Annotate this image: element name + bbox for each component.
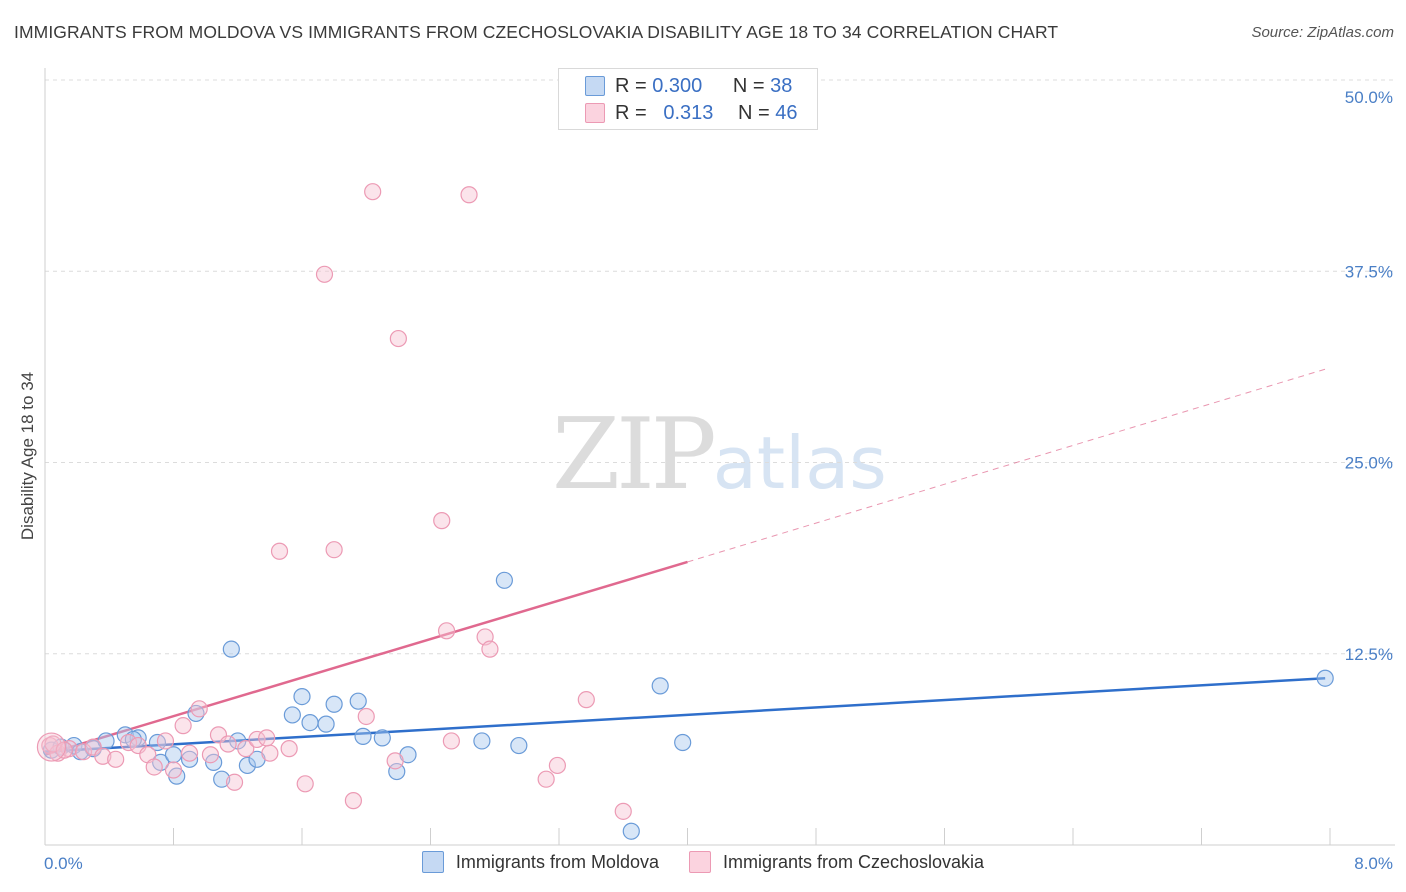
point-moldova bbox=[213, 770, 231, 788]
point-czechoslovakia bbox=[548, 756, 566, 775]
point-czechoslovakia bbox=[537, 770, 555, 788]
legend-swatch-moldova bbox=[585, 76, 605, 96]
chart-source: Source: ZipAtlas.com bbox=[1251, 24, 1394, 41]
trend-line-czechoslovakia bbox=[44, 560, 688, 756]
legend-r-label: R = bbox=[615, 74, 647, 97]
point-moldova bbox=[238, 756, 256, 775]
point-moldova bbox=[495, 571, 513, 589]
series-label-moldova: Immigrants from Moldova bbox=[455, 851, 659, 872]
point-czechoslovakia bbox=[280, 740, 298, 758]
point-moldova bbox=[317, 715, 335, 733]
point-czechoslovakia bbox=[481, 640, 499, 658]
series-legend-czechoslovakia[interactable]: Immigrants from Czechoslovakia bbox=[688, 851, 985, 873]
point-moldova bbox=[388, 762, 406, 781]
trend-lines bbox=[44, 368, 1326, 756]
point-czechoslovakia bbox=[74, 743, 93, 761]
y-tick-label: 25.0% bbox=[1345, 454, 1393, 473]
x-tick-label-max: 8.0% bbox=[1354, 854, 1393, 873]
tick-labels: 12.5% 25.0% 37.5% 50.0% 0.0% 8.0% bbox=[44, 88, 1393, 873]
point-moldova bbox=[301, 713, 319, 732]
point-czechoslovakia bbox=[119, 733, 138, 752]
watermark: ZIPatlas bbox=[552, 398, 887, 512]
legend-n-label: N = bbox=[732, 74, 765, 97]
x-tick-label-min: 0.0% bbox=[44, 854, 83, 873]
point-czechoslovakia bbox=[225, 773, 244, 791]
point-czechoslovakia bbox=[315, 265, 334, 283]
point-czechoslovakia bbox=[261, 744, 279, 762]
point-czechoslovakia bbox=[344, 792, 362, 810]
point-czechoslovakia bbox=[94, 747, 112, 765]
point-moldova bbox=[651, 677, 669, 695]
point-moldova bbox=[187, 704, 205, 723]
series-legend: Immigrants from Moldova Immigrants from … bbox=[0, 851, 1406, 873]
point-czechoslovakia bbox=[258, 729, 276, 747]
point-czechoslovakia bbox=[107, 750, 125, 768]
point-czechoslovakia bbox=[577, 691, 595, 709]
point-czechoslovakia bbox=[164, 761, 183, 779]
point-czechoslovakia bbox=[190, 700, 208, 718]
point-czechoslovakia bbox=[237, 740, 255, 758]
point-moldova bbox=[325, 695, 343, 713]
point-czechoslovakia bbox=[201, 746, 220, 764]
point-moldova bbox=[373, 729, 391, 747]
y-tick-label: 50.0% bbox=[1345, 88, 1393, 107]
correlation-legend: R = 0.300 N = 38 R = 0.313 N = 46 bbox=[558, 68, 818, 130]
legend-r-label: R = bbox=[615, 101, 647, 124]
point-czechoslovakia bbox=[325, 541, 343, 559]
point-moldova bbox=[354, 727, 372, 745]
point-moldova bbox=[510, 736, 528, 755]
point-czechoslovakia bbox=[386, 752, 404, 770]
point-czechoslovakia bbox=[180, 744, 199, 762]
point-moldova bbox=[674, 733, 692, 752]
legend-n-value: 46 bbox=[775, 101, 798, 124]
legend-r-value: 0.300 bbox=[652, 74, 703, 97]
series-swatch-moldova bbox=[421, 851, 444, 873]
y-tick-label: 37.5% bbox=[1345, 262, 1393, 281]
point-czechoslovakia bbox=[614, 802, 632, 820]
point-czechoslovakia bbox=[174, 717, 192, 735]
point-moldova bbox=[222, 640, 240, 658]
point-czechoslovakia bbox=[357, 707, 375, 726]
point-czechoslovakia bbox=[145, 758, 163, 776]
point-moldova bbox=[1316, 669, 1334, 687]
legend-n-label: N = bbox=[738, 101, 770, 124]
series-legend-moldova[interactable]: Immigrants from Moldova bbox=[421, 851, 659, 873]
point-czechoslovakia bbox=[442, 732, 460, 750]
legend-row-moldova: R = 0.300 N = 38 bbox=[585, 73, 792, 99]
point-czechoslovakia bbox=[270, 542, 289, 560]
point-cluster bbox=[36, 732, 67, 762]
series-swatch-czechoslovakia bbox=[688, 851, 711, 873]
point-czechoslovakia bbox=[433, 512, 451, 530]
point-czechoslovakia bbox=[389, 329, 407, 348]
legend-n-value: 38 bbox=[770, 74, 793, 97]
point-czechoslovakia bbox=[364, 183, 382, 201]
series-label-czechoslovakia: Immigrants from Czechoslovakia bbox=[722, 851, 985, 872]
point-czechoslovakia bbox=[437, 622, 456, 640]
point-czechoslovakia bbox=[219, 735, 237, 753]
point-moldova bbox=[283, 706, 301, 724]
point-czechoslovakia bbox=[156, 732, 175, 750]
y-tick-label: 12.5% bbox=[1345, 645, 1393, 664]
point-moldova bbox=[622, 822, 640, 840]
watermark-zip: ZIP bbox=[552, 398, 717, 512]
chart-title: IMMIGRANTS FROM MOLDOVA VS IMMIGRANTS FR… bbox=[14, 22, 1059, 42]
legend-row-czechoslovakia: R = 0.313 N = 46 bbox=[585, 100, 798, 126]
point-moldova bbox=[349, 692, 367, 710]
axes bbox=[44, 68, 1395, 846]
legend-r-value: 0.313 bbox=[663, 101, 714, 124]
data-points bbox=[36, 183, 1334, 840]
point-moldova bbox=[293, 687, 311, 706]
point-moldova bbox=[180, 750, 199, 768]
grid-lines bbox=[45, 79, 1395, 655]
legend-swatch-czechoslovakia bbox=[585, 103, 605, 123]
point-moldova bbox=[473, 732, 491, 750]
trend-line-czechoslovakia-extension bbox=[687, 368, 1326, 563]
point-czechoslovakia bbox=[296, 775, 314, 793]
point-czechoslovakia bbox=[460, 186, 478, 204]
